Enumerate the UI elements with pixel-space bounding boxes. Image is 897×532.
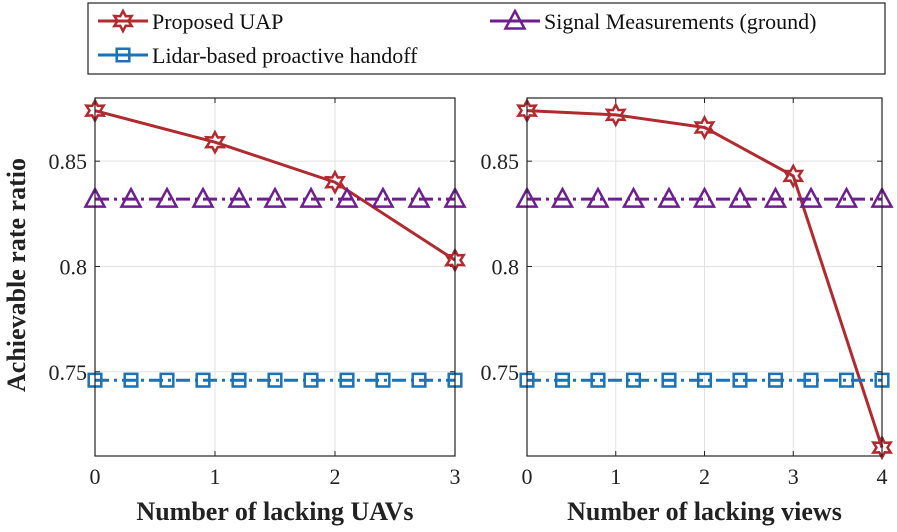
data-point-square: [803, 372, 819, 388]
series-lidar-based-proactive-handoff: [519, 372, 890, 388]
data-point-square: [874, 372, 890, 388]
x-tick-label: 2: [330, 464, 341, 489]
data-point-triangle: [227, 186, 251, 208]
series-signal-measurements-ground: [83, 186, 467, 208]
legend-marker-square: [115, 47, 131, 63]
data-point-triangle: [407, 186, 431, 208]
data-point-square: [447, 372, 463, 388]
x-tick-label: 1: [610, 464, 621, 489]
x-tick-label: 0: [522, 464, 533, 489]
data-point-square: [696, 372, 713, 388]
data-point-square: [267, 372, 283, 388]
data-point-hexagram: [871, 434, 893, 461]
series-signal-measurements-ground: [515, 186, 894, 208]
legend-marker-triangle: [503, 8, 527, 30]
x-tick-label: 2: [699, 464, 710, 489]
data-point-triangle: [263, 186, 287, 208]
y-axis-label: Achievable rate ratio: [2, 158, 31, 392]
series-lidar-based-proactive-handoff: [87, 372, 463, 388]
data-point-triangle: [299, 186, 323, 208]
legend-label-lidar: Lidar-based proactive handoff: [152, 43, 418, 68]
data-point-square: [625, 372, 642, 388]
data-point-square: [732, 372, 748, 388]
data-point-square: [339, 372, 355, 388]
x-tick-label: 1: [210, 464, 221, 489]
data-point-square: [590, 372, 606, 388]
data-point-hexagram: [324, 169, 346, 195]
data-point-hexagram: [693, 114, 716, 141]
data-point-square: [159, 372, 175, 388]
data-point-square: [231, 372, 247, 388]
data-point-triangle: [119, 186, 143, 208]
series-line: [526, 109, 884, 449]
x-tick-label: 0: [90, 464, 101, 489]
y-tick-label: 0.85: [481, 149, 520, 174]
legend: Proposed UAP Signal Measurements (ground…: [87, 2, 886, 75]
y-tick-label: 0.8: [492, 254, 520, 279]
legend-label-proposed: Proposed UAP: [152, 9, 283, 34]
data-point-hexagram: [204, 129, 226, 155]
series-line: [94, 109, 456, 262]
data-point-square: [554, 372, 571, 388]
data-point-triangle: [155, 186, 179, 208]
data-point-square: [411, 372, 427, 388]
data-point-triangle: [586, 186, 610, 208]
data-point-square: [767, 372, 784, 388]
right-plot: 0 1 2 3 4 0.75 0.8 0.85 Number of lacking views: [481, 97, 894, 526]
data-point-square: [661, 372, 677, 388]
y-tick-label: 0.85: [49, 149, 88, 174]
data-point-triangle: [728, 186, 752, 208]
x-axis-label: Number of lacking UAVs: [136, 497, 413, 526]
data-point-triangle: [799, 186, 823, 208]
data-point-square: [375, 372, 391, 388]
data-point-square: [123, 372, 139, 388]
legend-item-lidar: Lidar-based proactive handoff: [98, 43, 418, 68]
y-tick-label: 0.8: [60, 254, 88, 279]
legend-item-signal: Signal Measurements (ground): [490, 8, 817, 34]
data-point-triangle: [763, 186, 788, 208]
data-point-square: [838, 372, 855, 388]
axes-frame: [526, 97, 883, 457]
data-point-square: [195, 372, 211, 388]
data-point-square: [519, 372, 535, 388]
y-tick-label: 0.75: [481, 360, 520, 385]
data-point-triangle: [335, 186, 359, 208]
data-point-triangle: [371, 186, 395, 208]
x-tick-label: 4: [877, 464, 888, 489]
axes-frame: [94, 97, 456, 457]
data-point-square: [303, 372, 319, 388]
data-point-triangle: [657, 186, 681, 208]
legend-marker-hexagram: [112, 8, 134, 34]
legend-item-proposed: Proposed UAP: [98, 8, 283, 34]
left-plot: 0 1 2 3 0.75 0.8 0.85 Number of lacking UAVs: [49, 97, 467, 526]
data-point-triangle: [834, 186, 859, 208]
data-point-triangle: [550, 186, 575, 208]
plot-area: [95, 98, 455, 456]
data-point-triangle: [621, 186, 646, 208]
series-proposed-uap: [516, 97, 893, 461]
x-axis-label: Number of lacking views: [567, 497, 842, 526]
data-point-square: [87, 372, 103, 388]
data-point-hexagram: [782, 163, 805, 189]
legend-label-signal: Signal Measurements (ground): [544, 9, 817, 34]
data-point-triangle: [191, 186, 215, 208]
x-tick-label: 3: [450, 464, 461, 489]
data-point-triangle: [692, 186, 717, 208]
x-tick-label: 3: [788, 464, 799, 489]
data-point-hexagram: [604, 102, 627, 128]
y-tick-label: 0.75: [49, 360, 88, 385]
legend-box: [87, 2, 886, 75]
